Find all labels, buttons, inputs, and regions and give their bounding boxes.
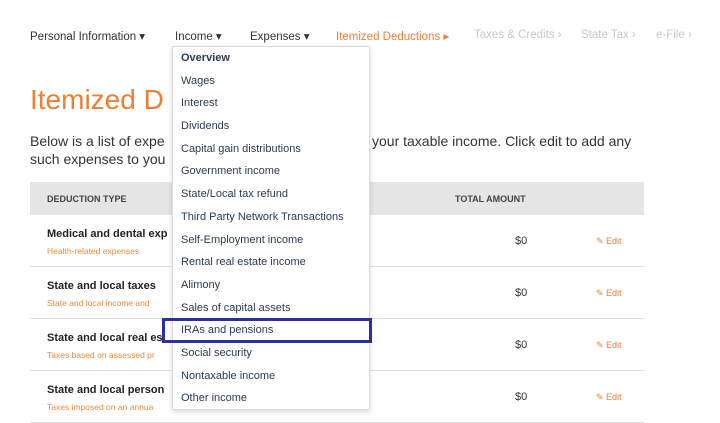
edit-button[interactable]: ✎ Edit [596, 340, 622, 351]
edit-label: Edit [606, 236, 622, 246]
row-subtitle: Taxes based on assessed pr [47, 350, 155, 360]
menu-item-third-party-network[interactable]: Third Party Network Transactions [181, 211, 344, 223]
row-label: State and local taxes [47, 280, 156, 292]
nav-state-tax: State Tax › [581, 29, 636, 41]
menu-item-nontaxable-income[interactable]: Nontaxable income [181, 370, 276, 382]
menu-item-other-income[interactable]: Other income [181, 392, 248, 404]
row-amount: $0 [515, 287, 528, 299]
row-amount: $0 [515, 391, 528, 403]
edit-label: Edit [606, 288, 622, 298]
income-dropdown-menu: Overview Wages Interest Dividends Capita… [172, 46, 370, 410]
row-subtitle: Health-related expenses [47, 246, 140, 256]
menu-item-overview[interactable]: Overview [181, 52, 230, 64]
highlight-box [162, 318, 372, 343]
menu-item-government-income[interactable]: Government income [181, 165, 281, 177]
row-subtitle: State and local income and [47, 298, 150, 308]
menu-item-wages[interactable]: Wages [181, 75, 215, 87]
nav-income[interactable]: Income ▾ [175, 31, 222, 43]
menu-item-social-security[interactable]: Social security [181, 347, 252, 359]
row-amount: $0 [515, 339, 528, 351]
header-deduction-type: DEDUCTION TYPE [47, 194, 127, 204]
intro-text: Below is a list of expe [30, 133, 165, 149]
menu-item-sales-capital-assets[interactable]: Sales of capital assets [181, 302, 291, 314]
menu-item-capital-gain-distributions[interactable]: Capital gain distributions [181, 143, 301, 155]
edit-label: Edit [606, 392, 622, 402]
pencil-icon: ✎ [596, 340, 607, 350]
menu-item-self-employment[interactable]: Self-Employment income [181, 234, 304, 246]
menu-item-rental-real-estate[interactable]: Rental real estate income [181, 256, 306, 268]
menu-item-alimony[interactable]: Alimony [181, 279, 221, 291]
nav-expenses[interactable]: Expenses ▾ [250, 31, 310, 43]
nav-e-file: e-File › [656, 29, 692, 41]
menu-item-interest[interactable]: Interest [181, 97, 218, 109]
menu-item-state-local-tax-refund[interactable]: State/Local tax refund [181, 188, 289, 200]
edit-button[interactable]: ✎ Edit [596, 288, 622, 299]
menu-item-iras-pensions[interactable]: IRAs and pensions [181, 324, 274, 336]
row-label: Medical and dental exp [47, 228, 168, 240]
edit-button[interactable]: ✎ Edit [596, 236, 622, 247]
menu-item-dividends[interactable]: Dividends [181, 120, 230, 132]
edit-button[interactable]: ✎ Edit [596, 392, 622, 403]
row-label: State and local person [47, 384, 165, 396]
pencil-icon: ✎ [596, 392, 607, 402]
header-total-amount: TOTAL AMOUNT [455, 194, 526, 204]
row-label: State and local real es [47, 332, 163, 344]
row-amount: $0 [515, 235, 528, 247]
intro-text-line2: such expenses to you [30, 151, 166, 167]
nav-personal-information[interactable]: Personal Information ▾ [30, 31, 146, 43]
pencil-icon: ✎ [596, 288, 607, 298]
row-subtitle: Taxes imposed on an annua [47, 402, 154, 412]
edit-label: Edit [606, 340, 622, 350]
page-title: Itemized D [30, 84, 164, 115]
pencil-icon: ✎ [596, 236, 607, 246]
intro-text-cont: your taxable income. Click edit to add a… [372, 133, 632, 149]
nav-taxes-credits: Taxes & Credits › [474, 29, 562, 41]
nav-itemized-deductions[interactable]: Itemized Deductions ▸ [336, 31, 450, 43]
